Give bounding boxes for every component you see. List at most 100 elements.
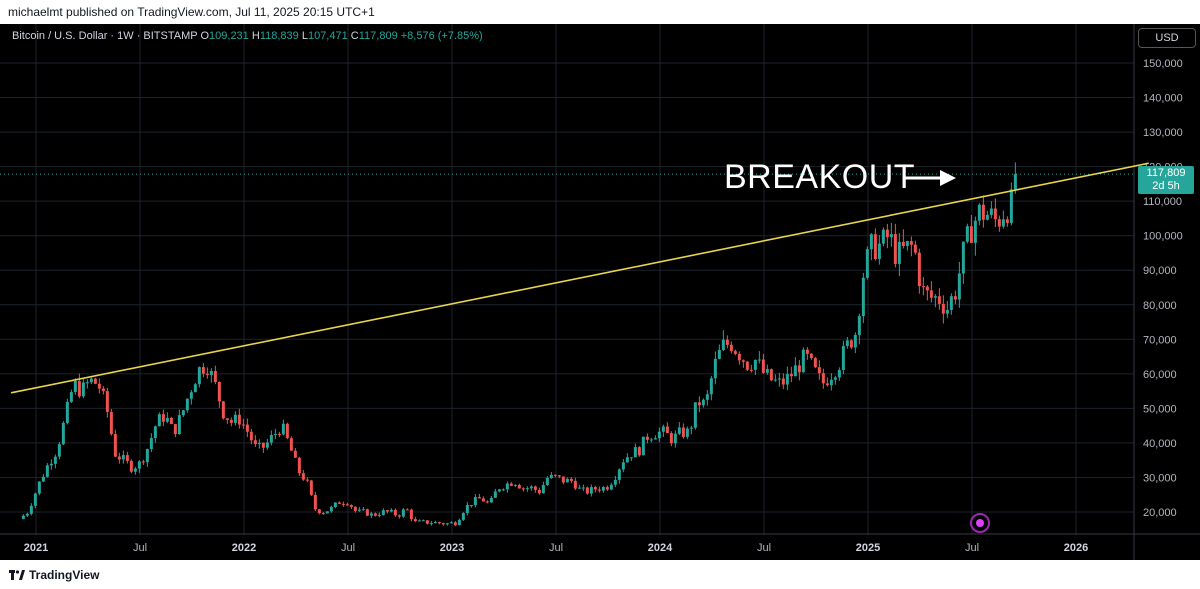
- candle-body: [301, 473, 305, 480]
- candle-body: [969, 226, 973, 243]
- candle-body: [373, 513, 377, 516]
- candle-body: [409, 509, 413, 520]
- y-tick-label: 150,000: [1143, 58, 1183, 70]
- y-tick-label: 20,000: [1143, 507, 1177, 519]
- candle-body: [585, 487, 589, 494]
- candle-body: [777, 378, 781, 380]
- candle-body: [557, 475, 561, 477]
- candle-body: [353, 506, 357, 511]
- candle-body: [845, 340, 849, 346]
- candle-body: [221, 401, 225, 419]
- candle-body: [533, 486, 537, 490]
- y-tick-label: 110,000: [1143, 196, 1182, 208]
- candle-body: [765, 369, 769, 373]
- price-chart[interactable]: 20,000 30,000 40,000 50,000 60,000 70,000 80,0…: [0, 24, 1200, 560]
- y-tick-label: 60,000: [1143, 369, 1177, 381]
- x-tick-label: 2021: [24, 542, 48, 554]
- candle-body: [881, 229, 885, 244]
- candle-body: [657, 431, 661, 439]
- candle-body: [241, 424, 245, 426]
- candle-body: [261, 442, 265, 448]
- current-price-value: 117,809: [1146, 167, 1186, 179]
- candle-body: [589, 487, 593, 494]
- candle-body: [273, 433, 277, 435]
- candle-body: [521, 488, 525, 490]
- candle-body: [117, 456, 121, 460]
- breakout-arrow-head: [940, 170, 956, 186]
- candle-body: [461, 513, 465, 520]
- candle-body: [853, 334, 857, 348]
- candle-body: [561, 476, 565, 483]
- candle-body: [909, 241, 913, 245]
- y-tick-label: 40,000: [1143, 438, 1177, 450]
- candle-body: [749, 369, 753, 371]
- candle-body: [109, 411, 113, 435]
- brand-label: TradingView: [29, 568, 100, 582]
- candle-body: [889, 234, 893, 238]
- close-label: C: [350, 30, 359, 42]
- trendline: [10, 162, 1149, 394]
- candle-body: [309, 480, 313, 495]
- candle-body: [293, 450, 297, 458]
- low-label: L: [301, 30, 308, 42]
- candle-body: [717, 349, 721, 359]
- candle-body: [33, 493, 37, 506]
- candle-body: [505, 483, 509, 490]
- publisher-text: michaelmt published on TradingView.com, …: [8, 5, 375, 19]
- candle-body: [633, 447, 637, 458]
- candle-body: [421, 520, 425, 522]
- candle-body: [229, 419, 233, 423]
- candle-body: [133, 468, 137, 472]
- chart-area[interactable]: 20,000 30,000 40,000 50,000 60,000 70,000 80,0…: [0, 24, 1200, 560]
- candle-body: [441, 523, 445, 525]
- current-price-tag: 117,809 2d 5h: [1138, 166, 1194, 194]
- candle-body: [201, 367, 205, 374]
- candle-body: [277, 433, 281, 435]
- candle-body: [733, 351, 737, 354]
- candle-body: [493, 491, 497, 498]
- candle-body: [953, 296, 957, 300]
- candle-body: [469, 505, 473, 507]
- x-tick-label: Jul: [757, 542, 771, 554]
- high-label: H: [251, 30, 260, 42]
- candle-body: [113, 434, 117, 457]
- candle-body: [973, 220, 977, 243]
- candle-body: [673, 433, 677, 444]
- candle-body: [697, 402, 701, 406]
- candle-body: [129, 460, 133, 472]
- candle-body: [757, 359, 761, 361]
- candle-body: [357, 509, 361, 511]
- candle-body: [145, 449, 149, 463]
- y-tick-label: 90,000: [1143, 265, 1177, 277]
- x-tick-label: Jul: [341, 542, 355, 554]
- candle-body: [897, 241, 901, 264]
- candle-body: [817, 367, 821, 374]
- candle-body: [989, 208, 993, 215]
- candle-body: [905, 241, 909, 246]
- candle-body: [641, 436, 645, 456]
- x-tick-label: Jul: [965, 542, 979, 554]
- candle-body: [617, 469, 621, 480]
- candle-body: [429, 523, 433, 525]
- candle-body: [649, 439, 653, 441]
- candle-body: [253, 440, 257, 445]
- candle-body: [177, 415, 181, 434]
- currency-button[interactable]: USD: [1138, 28, 1196, 48]
- candle-body: [857, 316, 861, 335]
- candle-body: [773, 379, 777, 381]
- footer: TradingView: [0, 560, 1200, 589]
- candle-body: [397, 515, 401, 517]
- candle-body: [997, 219, 1001, 227]
- candle-body: [665, 426, 669, 434]
- candle-body: [693, 402, 697, 428]
- candle-body: [801, 349, 805, 373]
- candle-body: [941, 303, 945, 314]
- candle-body: [329, 506, 333, 512]
- candle-body: [577, 487, 581, 489]
- candle-body: [389, 509, 393, 512]
- candle-body: [825, 383, 829, 386]
- candle-body: [25, 513, 29, 516]
- candle-body: [197, 367, 201, 385]
- candle-body: [29, 505, 33, 514]
- candle-body: [269, 434, 273, 443]
